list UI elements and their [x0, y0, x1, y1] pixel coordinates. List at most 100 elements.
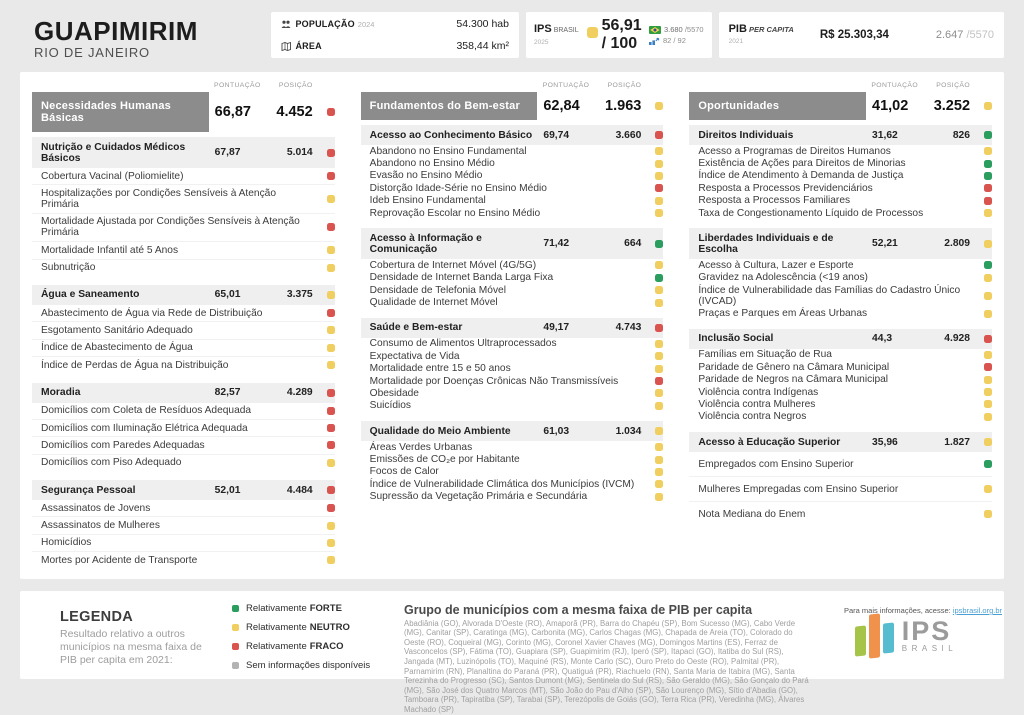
indicator-name: Acesso à Cultura, Lazer e Esporte — [698, 259, 854, 271]
pib-label: PIB — [728, 23, 747, 35]
indicator-name: Domicílios com Iluminação Elétrica Adequ… — [41, 422, 248, 434]
component-section: Nutrição e Cuidados Médicos Básicos 67,87… — [32, 137, 335, 276]
component-row: Qualidade do Meio Ambiente 61,03 1.034 — [360, 421, 664, 441]
dimension-name: Necessidades Humanas Básicas — [32, 92, 209, 132]
legend-item-prefix: Relativamente — [246, 640, 307, 652]
indicator-status-dot — [326, 246, 335, 255]
indicator-row: Mortalidade por Doenças Crônicas Não Tra… — [361, 375, 664, 387]
score-column-label: PONTUAÇÃO — [214, 82, 261, 89]
indicator-name: Ideb Ensino Fundamental — [369, 195, 486, 207]
indicator-name: Mortalidade por Doenças Crônicas Não Tra… — [369, 375, 619, 387]
indicator-status-dot — [655, 455, 664, 464]
pib-rank-total: /5570 — [966, 29, 994, 41]
ips-brasil-logo: IPS BRASIL — [854, 613, 957, 659]
rank-column-label: POSIÇÃO — [607, 82, 642, 89]
indicator-status-dot — [326, 441, 335, 450]
component-status-dot — [984, 334, 993, 343]
indicator-status-cell — [974, 363, 993, 372]
component-row: Nutrição e Cuidados Médicos Básicos 67,87… — [32, 137, 335, 168]
component-status-cell — [317, 148, 335, 157]
indicator-status-dot — [326, 556, 335, 565]
component-rank: 3.660 — [615, 129, 642, 141]
component-section: Segurança Pessoal 52,01 4.484 Assassinatos … — [32, 480, 335, 569]
indicator-name: Praças e Parques em Áreas Urbanas — [698, 308, 868, 320]
indicator-row: Consumo de Alimentos Ultraprocessados — [361, 338, 664, 350]
component-status-dot — [984, 131, 993, 139]
legend-description: Resultado relativo a outros municípios n… — [60, 627, 202, 666]
indicator-name: Expectativa de Vida — [369, 350, 460, 362]
footer-link[interactable]: ipsbrasil.org.br — [952, 606, 1002, 615]
indicator-row: Densidade de Telefonia Móvel — [361, 284, 664, 296]
population-label: POPULAÇÃO — [295, 19, 355, 29]
indicator-row: Reprovação Escolar no Ensino Médio — [361, 207, 664, 219]
indicator-name: Subnutrição — [41, 262, 96, 274]
component-status-cell — [645, 131, 664, 139]
component-score: 44,3 — [872, 333, 893, 345]
component-rank: 4.484 — [286, 484, 313, 496]
municipality-name: GUAPIMIRIM — [34, 16, 198, 46]
component-status-cell — [645, 427, 664, 435]
ips-rank-brazil: 3.680 — [663, 25, 683, 34]
indicator-status-cell — [317, 361, 335, 370]
indicator-status-dot — [655, 492, 664, 501]
indicator-name: Empregados com Ensino Superior — [698, 458, 854, 470]
component-status-dot — [655, 323, 664, 332]
dimension-column: PONTUAÇÃO POSIÇÃO Oportunidades 41,02 3.252 D… — [689, 78, 993, 569]
indicator-name: Emissões de CO₂e por Habitante — [369, 454, 520, 466]
component-name: Acesso à Informação e Comunicação — [369, 232, 482, 255]
component-section: Acesso à Educação Superior 35,96 1.827 Empr… — [689, 432, 993, 526]
component-section: Inclusão Social 44,3 4.928 Famílias em Situ… — [689, 328, 993, 423]
indicator-status-cell — [645, 261, 664, 270]
indicator-row: Assassinatos de Jovens — [32, 500, 335, 518]
indicator-name: Mortalidade Ajustada por Condições Sensí… — [41, 216, 300, 239]
component-row: Moradia 82,57 4.289 — [32, 382, 335, 403]
area-icon — [282, 41, 292, 51]
indicator-status-cell — [645, 443, 664, 452]
indicator-row: Gravidez na Adolescência (<19 anos) — [689, 272, 993, 284]
forte-dot — [232, 604, 239, 612]
indicator-status-cell — [645, 298, 664, 307]
indicator-row: Acesso a Programas de Direitos Humanos — [689, 145, 993, 157]
indicator-row: Domicílios com Piso Adequado — [32, 455, 335, 471]
dimension-column: PONTUAÇÃO POSIÇÃO Necessidades Humanas Bás… — [32, 78, 335, 569]
indicator-name: Domicílios com Coleta de Resíduos Adequa… — [41, 405, 252, 417]
dimension-status-cell — [645, 102, 664, 110]
dimension-status-cell — [974, 102, 993, 110]
indicator-status-dot — [984, 273, 993, 282]
indicator-status-dot — [326, 172, 335, 181]
ips-label: IPS — [533, 22, 552, 35]
municipality-block: GUAPIMIRIM RIO DE JANEIRO — [34, 12, 263, 60]
component-score: 61,03 — [543, 425, 570, 437]
indicator-status-dot — [326, 406, 335, 415]
legend-item-prefix: Relativamente — [246, 621, 307, 633]
component-section: Água e Saneamento 65,01 3.375 Abastecimento… — [32, 284, 335, 374]
neutro-dot — [232, 623, 239, 631]
no-info-dot — [232, 661, 239, 669]
bottom-card: LEGENDA Resultado relativo a outros muni… — [20, 590, 1004, 714]
indicator-status-cell — [645, 171, 664, 180]
dimension-column: PONTUAÇÃO POSIÇÃO Fundamentos do Bem-estar… — [360, 78, 664, 569]
indicator-row: Abastecimento de Água via Rede de Distri… — [32, 305, 335, 323]
indicator-row: Domicílios com Iluminação Elétrica Adequ… — [32, 420, 335, 438]
rank-column-label: POSIÇÃO — [936, 82, 971, 89]
component-rank: 1.034 — [615, 425, 642, 437]
indicator-status-cell — [645, 389, 664, 398]
component-status-dot — [326, 388, 335, 397]
indicator-status-dot — [984, 184, 993, 193]
indicator-row: Cobertura Vacinal (Poliomielite) — [32, 168, 335, 186]
indicator-name: Mortalidade Infantil até 5 Anos — [41, 244, 179, 256]
state-trend-icon — [648, 37, 660, 45]
ips-rank-brazil-row: 3.680 /5570 — [648, 24, 704, 35]
indicator-name: Violência contra Mulheres — [698, 398, 816, 410]
component-row: Inclusão Social 44,3 4.928 — [689, 328, 993, 349]
component-name: Acesso à Educação Superior — [698, 436, 841, 448]
indicator-status-dot — [984, 171, 993, 180]
ips-name-block: IPS BRASIL 2025 — [534, 23, 579, 48]
spacer — [361, 82, 538, 89]
legend-items: Relativamente FORTE Relativamente NEUTRO R… — [218, 601, 386, 671]
component-rank: 664 — [624, 238, 642, 250]
indicator-status-dot — [984, 510, 993, 518]
indicator-name: Cobertura de Internet Móvel (4G/5G) — [369, 259, 537, 271]
component-row: Direitos Individuais 31,62 826 — [689, 125, 993, 145]
indicator-name: Gravidez na Adolescência (<19 anos) — [698, 272, 868, 284]
